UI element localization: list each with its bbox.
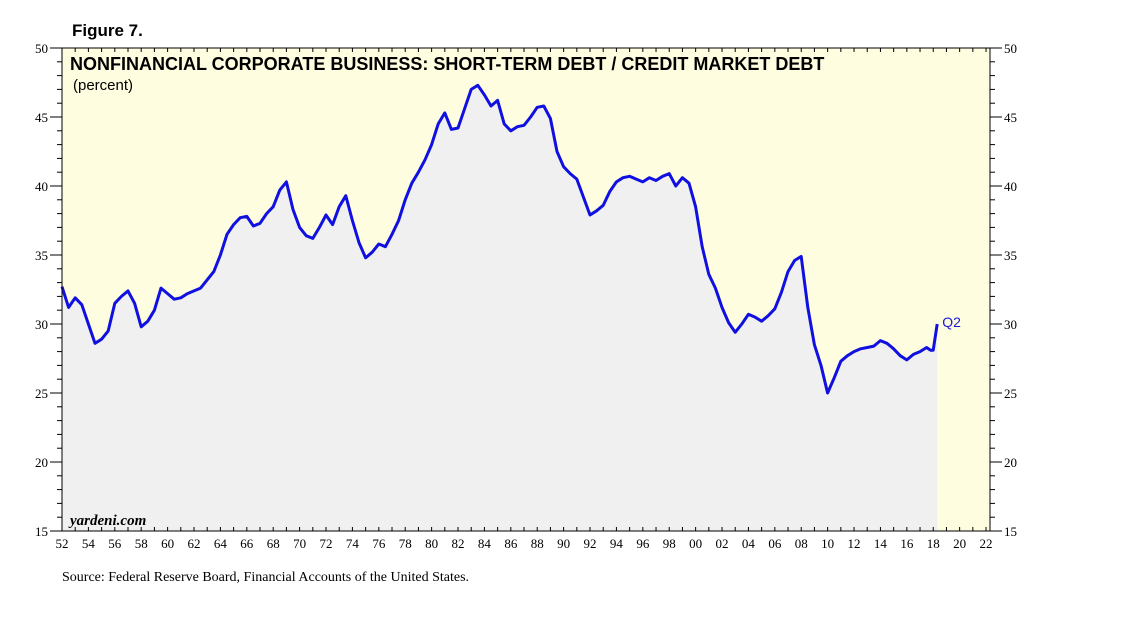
series-area: [62, 85, 938, 532]
x-tick-label: 98: [663, 536, 676, 551]
x-tick-label: 58: [135, 536, 148, 551]
y-tick-label-right: 45: [1004, 110, 1017, 125]
figure-label: Figure 7.: [72, 21, 143, 40]
end-label: Q2: [942, 314, 961, 330]
x-tick-label: 08: [795, 536, 808, 551]
x-tick-label: 04: [742, 536, 756, 551]
x-tick-label: 06: [768, 536, 782, 551]
y-tick-label-right: 20: [1004, 455, 1017, 470]
y-tick-label-left: 50: [35, 41, 48, 56]
x-tick-label: 76: [372, 536, 386, 551]
y-tick-label-left: 25: [35, 386, 48, 401]
x-tick-label: 94: [610, 536, 624, 551]
x-tick-label: 68: [267, 536, 280, 551]
series-line: [60, 83, 939, 395]
x-tick-label: 74: [346, 536, 360, 551]
y-tick-label-right: 30: [1004, 317, 1017, 332]
x-tick-label: 00: [689, 536, 702, 551]
x-tick-label: 12: [848, 536, 861, 551]
x-tick-label: 88: [531, 536, 544, 551]
x-tick-label: 60: [161, 536, 174, 551]
x-tick-label: 80: [425, 536, 438, 551]
x-tick-label: 70: [293, 536, 306, 551]
y-tick-label-right: 40: [1004, 179, 1017, 194]
x-tick-label: 56: [108, 536, 122, 551]
y-tick-label-right: 35: [1004, 248, 1017, 263]
x-tick-label: 96: [636, 536, 650, 551]
x-tick-label: 84: [478, 536, 492, 551]
x-tick-label: 82: [452, 536, 465, 551]
chart-title: NONFINANCIAL CORPORATE BUSINESS: SHORT-T…: [70, 54, 824, 74]
y-tick-label-left: 35: [35, 248, 48, 263]
y-tick-label-left: 45: [35, 110, 48, 125]
x-tick-label: 02: [716, 536, 729, 551]
x-tick-label: 66: [240, 536, 254, 551]
x-tick-label: 14: [874, 536, 888, 551]
x-tick-label: 90: [557, 536, 570, 551]
axis-labels: 15 15 20 20 25 25 30 30 35 35 40 40 45 45 50 50 52 54 56 58…: [35, 41, 1017, 551]
x-tick-label: 20: [953, 536, 966, 551]
x-tick-label: 54: [82, 536, 96, 551]
chart-subtitle: (percent): [73, 77, 133, 94]
y-tick-label-left: 20: [35, 455, 48, 470]
x-tick-label: 52: [56, 536, 69, 551]
x-tick-label: 62: [188, 536, 201, 551]
x-tick-label: 10: [821, 536, 834, 551]
y-tick-label-right: 25: [1004, 386, 1017, 401]
x-tick-label: 86: [504, 536, 518, 551]
x-tick-label: 78: [399, 536, 412, 551]
y-tick-label-left: 40: [35, 179, 48, 194]
source-note: Source: Federal Reserve Board, Financial…: [62, 570, 470, 585]
y-tick-label-right: 50: [1004, 41, 1017, 56]
watermark: yardeni.com: [68, 513, 146, 529]
x-tick-label: 92: [584, 536, 597, 551]
y-tick-label-right: 15: [1004, 524, 1017, 539]
y-tick-label-left: 30: [35, 317, 48, 332]
x-tick-label: 22: [980, 536, 993, 551]
axis-ticks: [50, 47, 1002, 532]
x-tick-label: 64: [214, 536, 228, 551]
y-tick-label-left: 15: [35, 524, 48, 539]
plot-frame: [61, 47, 991, 532]
x-tick-label: 18: [927, 536, 940, 551]
x-tick-label: 16: [900, 536, 914, 551]
x-tick-label: 72: [320, 536, 333, 551]
